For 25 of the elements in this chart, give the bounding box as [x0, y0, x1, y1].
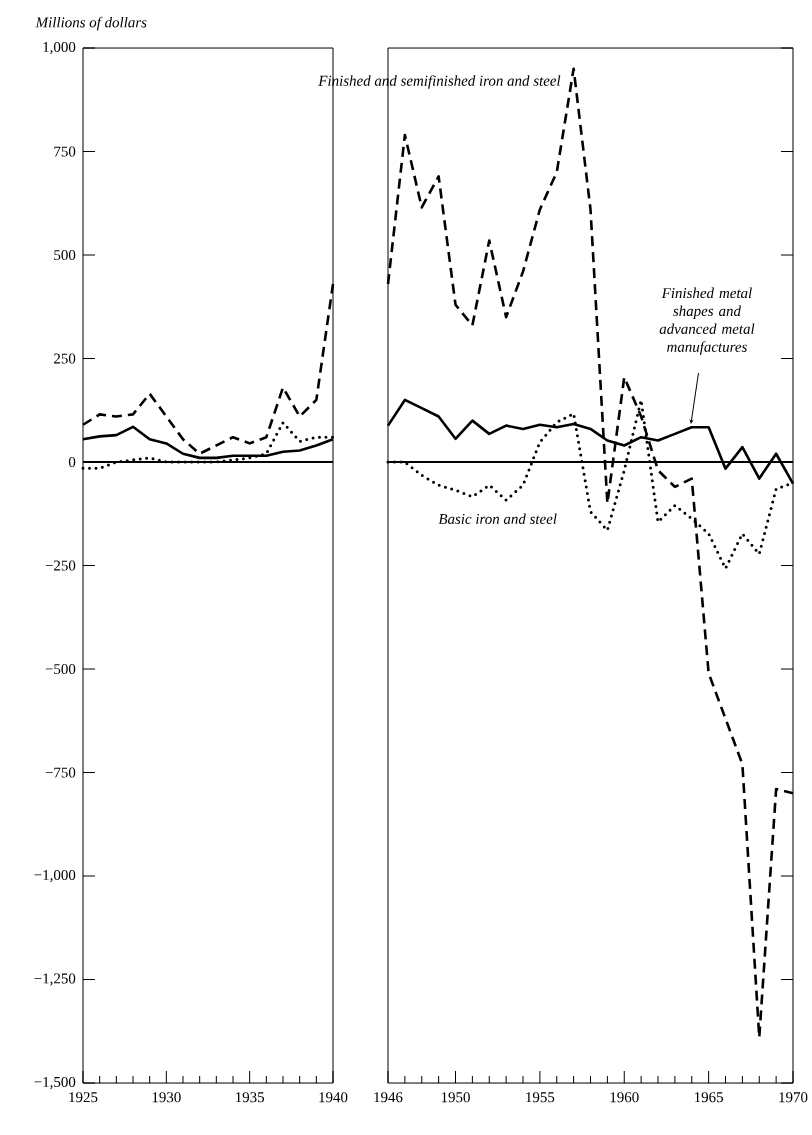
x-tick-label: 1970: [779, 1092, 808, 1103]
y-tick-label: −1,500: [34, 1076, 76, 1090]
x-tick-label: 1925: [69, 1092, 98, 1103]
y-tick-label: −750: [45, 767, 76, 778]
x-tick-label: 1940: [319, 1092, 348, 1103]
x-tick-label: 1950: [441, 1092, 470, 1103]
y-tick-label: 1,000: [43, 41, 76, 55]
series-label: Finished and semifinished iron and steel: [318, 75, 561, 89]
series-label: Basic iron and steel: [438, 513, 557, 524]
y-tick-label: 750: [54, 146, 76, 157]
y-tick-label: 0: [68, 456, 76, 468]
y-tick-label: −1,250: [34, 973, 76, 986]
y-tick-label: 500: [54, 249, 76, 261]
x-tick-label: 1960: [610, 1092, 639, 1103]
y-tick-label: −500: [45, 663, 76, 675]
x-tick-label: 1946: [374, 1092, 403, 1103]
x-tick-label: 1930: [152, 1092, 181, 1103]
x-tick-label: 1955: [526, 1092, 555, 1103]
text: Finished metal shapes and advanced metal manufactures: [659, 287, 755, 355]
y-axis-title: Millions of dollars: [35, 16, 147, 31]
x-tick-label: 1935: [236, 1092, 265, 1103]
y-tick-label: −250: [45, 560, 76, 571]
x-tick-label: 1965: [695, 1092, 723, 1103]
y-tick-label: −1,000: [34, 869, 76, 883]
y-tick-label: 250: [54, 353, 76, 364]
